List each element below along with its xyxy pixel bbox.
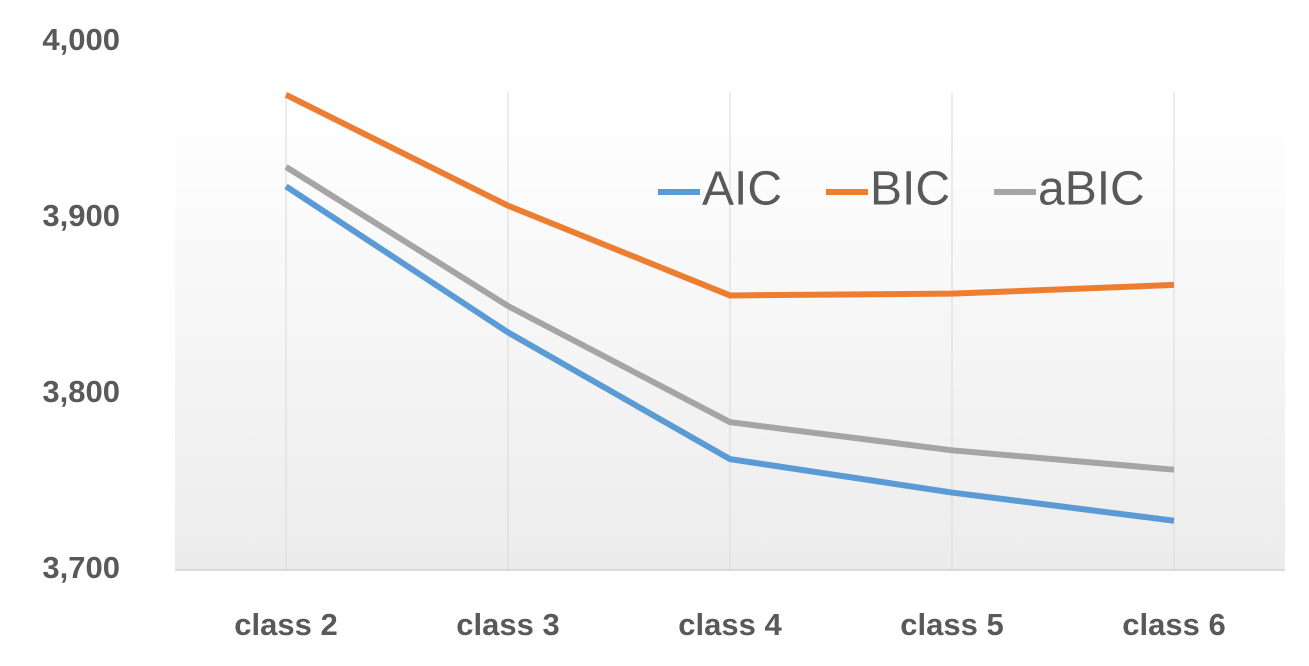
x-tick-label: class 3 — [456, 607, 559, 642]
line-series — [284, 183, 1175, 524]
x-tick-label: class 2 — [234, 607, 337, 642]
x-tick-label: class 4 — [678, 607, 782, 642]
legend-label: BIC — [870, 163, 950, 216]
legend-label: AIC — [702, 163, 782, 216]
y-tick-label: 3,700 — [42, 550, 120, 585]
legend-label: aBIC — [1038, 163, 1145, 216]
x-tick-label: class 5 — [900, 607, 1003, 642]
y-tick-label: 4,000 — [42, 22, 120, 57]
line-series — [284, 92, 1175, 299]
line-series — [284, 164, 1175, 473]
y-tick-label: 3,800 — [42, 374, 120, 409]
y-tick-label: 3,900 — [42, 198, 120, 233]
x-tick-label: class 6 — [1122, 607, 1225, 642]
